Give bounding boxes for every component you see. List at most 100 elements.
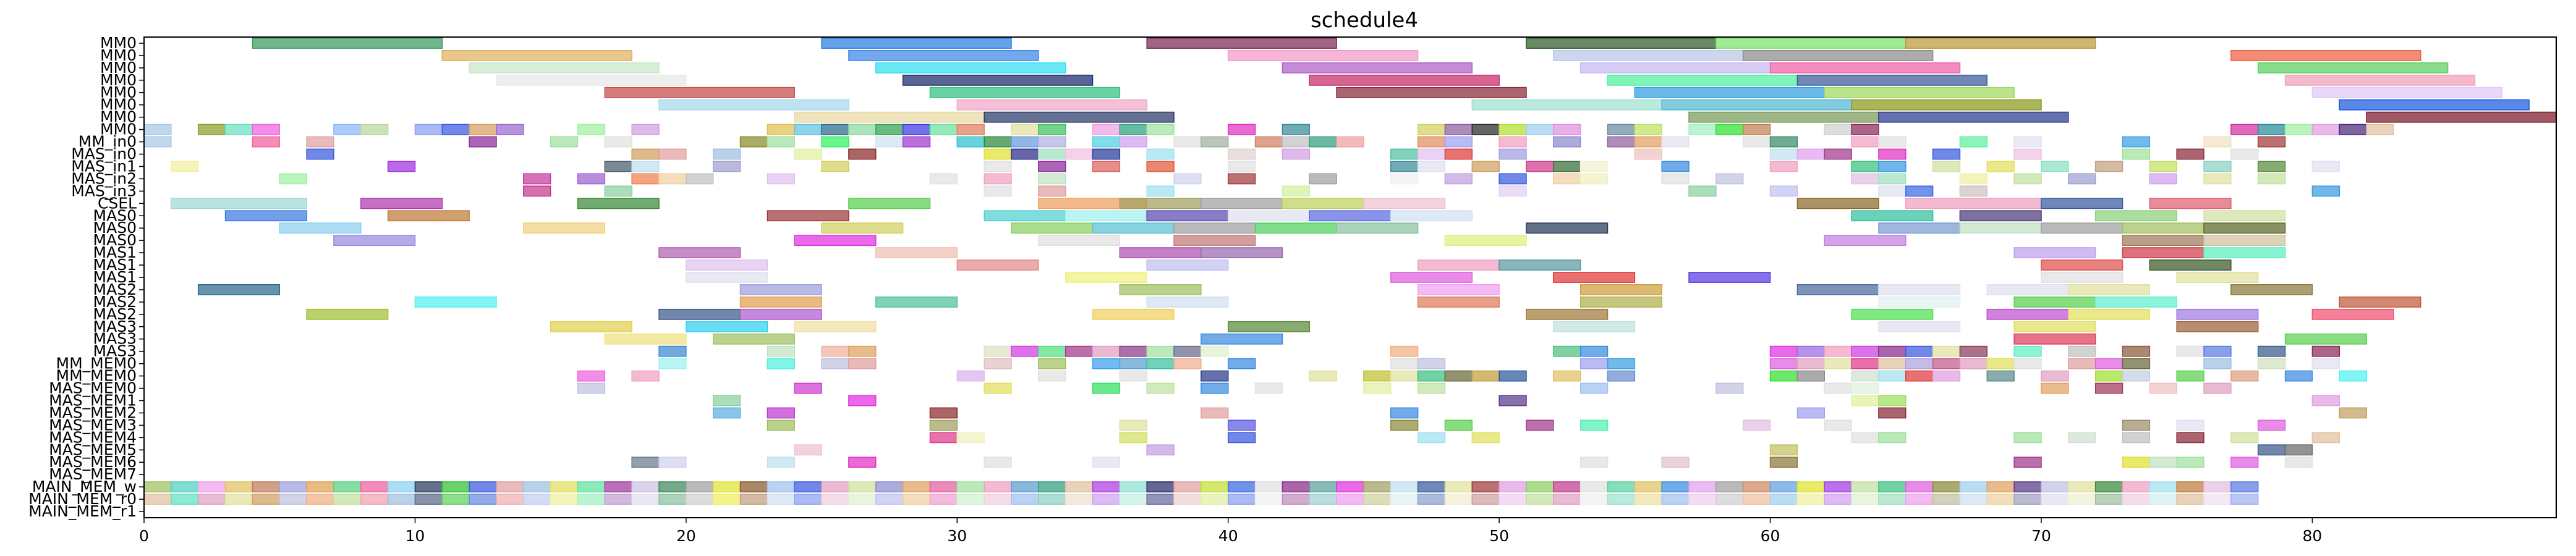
task-bar [2094,481,2123,493]
task-bar [1905,494,1934,505]
task-bar [794,481,822,493]
task-bar [1851,382,1879,394]
task-bar [712,481,741,493]
task-bar [1119,198,1202,209]
task-bar [279,173,307,185]
task-bar [2122,494,2151,505]
task-bar [197,284,280,295]
task-bar [2013,247,2096,259]
task-bar [956,494,985,505]
task-bar [224,210,307,222]
task-bar [1092,308,1175,320]
task-bar [848,494,877,505]
task-bar [577,382,606,394]
task-bar [2339,296,2421,308]
task-bar [577,481,606,493]
task-bar [604,136,632,148]
task-bar [1417,382,1446,394]
task-bar [1146,358,1175,369]
task-bar [2311,161,2340,172]
task-bar [1634,481,1662,493]
task-bar [1146,38,1337,49]
task-bar [1390,148,1419,160]
task-bar [523,173,551,185]
task-bar [686,173,714,185]
task-bar [631,161,660,172]
task-bar [1824,86,2015,98]
task-bar [794,494,822,505]
row-label: MAS0 [93,206,137,224]
row-label: MAS1 [93,268,137,286]
task-bar [1526,494,1554,505]
task-bar [171,161,199,172]
task-bar [2311,432,2340,444]
task-bar [550,136,579,148]
task-bar [2041,259,2123,271]
task-bar [2149,494,2177,505]
task-bar [1851,136,1879,148]
task-bar [2230,494,2259,505]
task-bar [171,198,307,209]
task-bar [2122,247,2204,259]
task-bar [956,136,985,148]
task-bar [1092,358,1121,369]
task-bar [1986,358,2015,369]
task-bar [1363,494,1392,505]
row-label: CSEL [98,194,137,212]
task-bar [360,198,443,209]
task-bar [1688,272,1771,283]
task-bar [739,296,822,308]
task-bar [1851,124,1879,135]
task-bar [1282,136,1310,148]
task-bar [1146,444,1175,456]
task-bar [2176,457,2204,468]
bars-layer [143,38,2557,505]
task-bar [1173,173,1202,185]
task-bar [631,173,660,185]
task-bar [1038,185,1066,197]
task-bar [875,247,958,259]
task-bar [1417,259,1500,271]
task-bar [929,419,958,431]
task-bar [2284,457,2313,468]
task-bar [1336,222,1419,234]
task-bar [984,148,1012,160]
task-bar [604,185,632,197]
task-bar [1526,419,1554,431]
task-bar [875,124,904,135]
task-bar [2149,457,2177,468]
task-bar [1986,370,2015,382]
task-bar [2203,136,2232,148]
task-bar [1119,481,1147,493]
task-bar [2013,457,2042,468]
task-bar [984,345,1012,357]
task-bar [2013,136,2042,148]
task-bar [929,481,958,493]
task-bar [306,494,334,505]
task-bar [2041,198,2123,209]
task-bar [523,481,551,493]
x-tick-label: 20 [676,527,696,545]
task-bar [1824,235,1906,246]
task-bar [1444,494,1473,505]
task-bar [2311,185,2340,197]
task-bar [306,308,389,320]
task-bar [821,222,904,234]
task-bar [1769,345,1798,357]
task-bar [2094,382,2123,394]
task-bar [1607,358,1636,369]
task-bar [1065,481,1094,493]
task-bar [712,395,741,406]
task-bar [1986,494,2015,505]
task-bar [1526,481,1554,493]
task-bar [1661,457,1690,468]
task-bar [1579,382,1609,394]
task-bar [875,62,1066,74]
task-bar [984,185,1012,197]
task-bar [1363,382,1392,394]
task-bar [1038,481,1066,493]
task-bar [1498,148,1527,160]
task-bar [523,494,551,505]
task-bar [658,173,687,185]
task-bar [1715,124,1744,135]
